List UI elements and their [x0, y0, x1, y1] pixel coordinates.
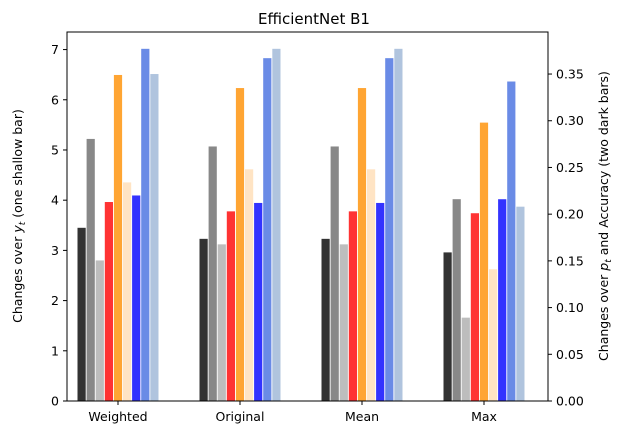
bar-black-max [443, 252, 452, 401]
right-y-axis-ticks: 0.00 0.05 0.10 0.15 0.20 0.25 0.30 0.35 [548, 67, 584, 409]
bar-bisque-mean [367, 169, 376, 401]
bar-blue-original [254, 202, 263, 401]
right-y-tick-label: 0.30 [556, 113, 584, 128]
bar-gray-mean [330, 146, 339, 401]
left-y-tick-label: 1 [51, 343, 59, 358]
plot-frame [66, 31, 549, 402]
bar-lightsteelblue-mean [394, 48, 403, 401]
right-y-tick-label: 0.25 [556, 160, 584, 175]
bar-orange-max [479, 122, 489, 402]
bar-lightgray-weighted [95, 260, 104, 401]
left-y-tick-label: 7 [51, 42, 59, 57]
bar-black-weighted [77, 227, 86, 401]
bar-black-original [199, 238, 208, 401]
left-y-axis-ticks: 0 1 2 3 4 5 6 7 [51, 42, 67, 409]
bar-orange-original [235, 88, 245, 402]
bar-gray-weighted [86, 138, 95, 401]
bar-red-weighted [104, 202, 113, 401]
left-y-tick-label: 0 [51, 394, 59, 409]
left-y-tick-label: 2 [51, 293, 59, 308]
right-y-tick-label: 0.35 [556, 67, 584, 82]
bar-blue-mean [376, 202, 385, 401]
bar-lightsteelblue-max [516, 206, 525, 401]
bar-bisque-original [245, 169, 254, 401]
bar-royalblue-max [507, 81, 516, 401]
bar-gray-max [452, 199, 461, 401]
bar-lightgray-mean [339, 244, 348, 401]
x-tick-label: Max [471, 409, 497, 424]
bar-orange-weighted [113, 74, 123, 401]
x-axis-ticks: Weighted Original Mean Max [88, 401, 497, 424]
bar-red-mean [348, 211, 357, 401]
bar-royalblue-mean [385, 58, 394, 401]
right-y-tick-label: 0.00 [556, 394, 584, 409]
left-y-tick-label: 3 [51, 243, 59, 258]
bar-royalblue-original [263, 58, 272, 401]
x-tick-label: Original [216, 409, 265, 424]
bar-lightsteelblue-original [272, 48, 281, 401]
left-y-tick-label: 6 [51, 92, 59, 107]
chart-title: EfficientNet B1 [258, 10, 370, 28]
bar-black-mean [321, 238, 330, 401]
right-y-axis-label: Changes over pt and Accuracy (two dark b… [596, 71, 614, 361]
bar-lightsteelblue-weighted [150, 74, 159, 401]
bar-orange-mean [357, 88, 367, 402]
right-y-tick-label: 0.05 [556, 347, 584, 362]
left-y-axis-label-text: Changes over yt (one shallow bar) [10, 109, 28, 323]
bar-gray-original [208, 146, 217, 401]
bar-lightgray-max [461, 317, 470, 401]
bar-bisque-weighted [123, 182, 132, 401]
bar-red-original [226, 211, 235, 401]
bar-blue-weighted [132, 195, 141, 401]
right-y-tick-label: 0.10 [556, 300, 584, 315]
right-y-tick-label: 0.20 [556, 207, 584, 222]
x-tick-label: Weighted [88, 409, 147, 424]
left-y-tick-label: 4 [51, 193, 59, 208]
bar-lightgray-original [217, 244, 226, 401]
x-tick-label: Mean [345, 409, 379, 424]
right-y-tick-label: 0.15 [556, 253, 584, 268]
bar-royalblue-weighted [141, 48, 150, 401]
left-y-axis-label: Changes over yt (one shallow bar) [10, 109, 28, 323]
right-y-axis-label-text: Changes over pt and Accuracy (two dark b… [596, 71, 614, 361]
bar-red-max [470, 213, 479, 401]
left-y-tick-label: 5 [51, 142, 59, 157]
bar-blue-max [498, 199, 507, 401]
bars-group [77, 48, 525, 402]
bar-bisque-max [489, 269, 498, 401]
